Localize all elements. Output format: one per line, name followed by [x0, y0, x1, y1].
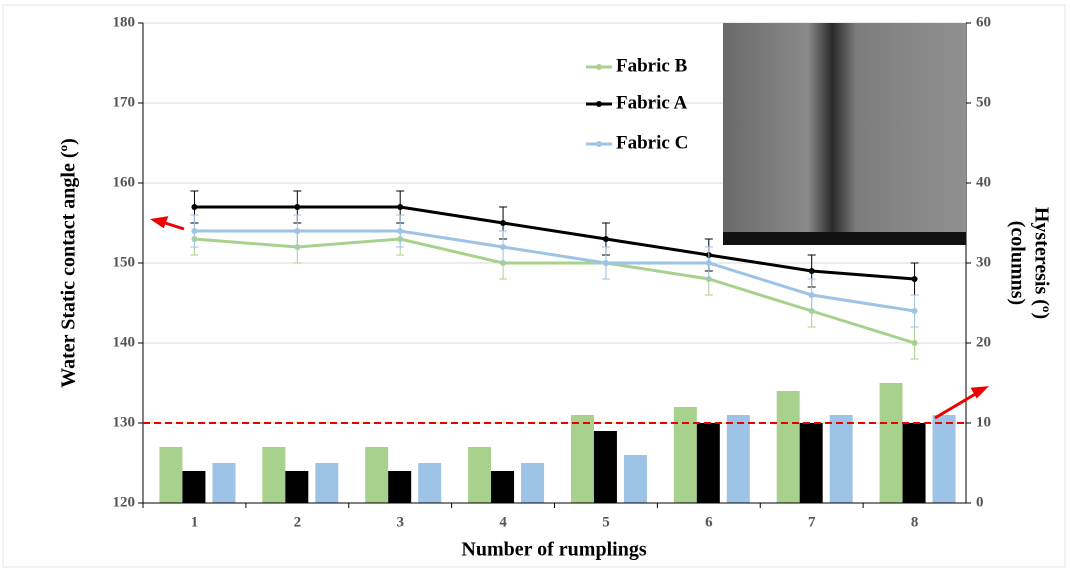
point [294, 228, 301, 234]
point [705, 260, 712, 266]
point [911, 340, 918, 346]
bar [491, 471, 515, 503]
point [808, 268, 815, 274]
y-tick-label: 140 [113, 334, 136, 350]
y2-tick-label: 50 [976, 94, 991, 110]
bar [262, 447, 286, 503]
y-tick-label: 150 [113, 254, 136, 270]
bar [879, 383, 903, 503]
point [602, 260, 609, 266]
y-tick-label: 160 [113, 174, 136, 190]
y-axis-label: Water Static contact angle (º) [58, 138, 80, 388]
bar [673, 407, 697, 503]
bar [623, 455, 647, 503]
y-tick-label: 130 [113, 414, 136, 430]
arrow [150, 216, 185, 231]
x-tick-label: 6 [705, 514, 713, 530]
point [602, 236, 609, 242]
point [191, 204, 198, 210]
x-tick-label: 8 [911, 514, 919, 530]
legend-swatch [596, 101, 602, 107]
bar [726, 415, 750, 503]
y2-axis-label: Hysteresis (º) [1030, 207, 1052, 319]
bar [521, 463, 545, 503]
x-tick-label: 1 [191, 514, 199, 530]
x-tick-label: 5 [602, 514, 610, 530]
y2-tick-label: 0 [976, 494, 984, 510]
y-tick-label: 170 [113, 94, 136, 110]
y2-tick-label: 10 [976, 414, 991, 430]
line [194, 237, 916, 345]
bar [696, 423, 720, 503]
bar [829, 415, 853, 503]
arrow [934, 386, 989, 420]
legend-label: Fabric A [616, 92, 688, 113]
point [191, 228, 198, 234]
y2-tick-label: 30 [976, 254, 991, 270]
bar [776, 391, 800, 503]
inset-image [723, 23, 966, 245]
bar [902, 423, 926, 503]
y2-tick-label: 40 [976, 174, 991, 190]
inset-scalebar [723, 232, 966, 245]
bar [418, 463, 442, 503]
legend-swatch [596, 141, 602, 147]
legend-label: Fabric B [616, 55, 688, 76]
point [397, 228, 404, 234]
x-axis-label: Number of rumplings [461, 539, 646, 561]
bar [932, 415, 956, 503]
y-tick-label: 120 [113, 494, 136, 510]
bar [182, 471, 206, 503]
bar [799, 423, 823, 503]
point [911, 308, 918, 314]
x-tick-label: 3 [396, 514, 404, 530]
y2-axis-label: (columns) [1006, 221, 1028, 305]
point [500, 220, 507, 226]
y2-tick-label: 60 [976, 14, 991, 30]
x-tick-label: 7 [808, 514, 816, 530]
y2-tick-label: 20 [976, 334, 991, 350]
point [808, 292, 815, 298]
bar [570, 415, 594, 503]
bar [388, 471, 412, 503]
x-tick-label: 4 [499, 514, 507, 530]
point [397, 204, 404, 210]
bar [593, 431, 617, 503]
line [194, 205, 915, 281]
point [294, 204, 301, 210]
bar [365, 447, 389, 503]
bar [159, 447, 183, 503]
point [500, 244, 507, 250]
bar [212, 463, 236, 503]
y-tick-label: 180 [113, 14, 136, 30]
line [194, 229, 915, 313]
bar [315, 463, 339, 503]
bar [468, 447, 492, 503]
point [911, 276, 918, 282]
x-tick-label: 2 [294, 514, 302, 530]
bar [285, 471, 309, 503]
legend-swatch [596, 64, 602, 70]
legend-label: Fabric C [616, 132, 688, 153]
